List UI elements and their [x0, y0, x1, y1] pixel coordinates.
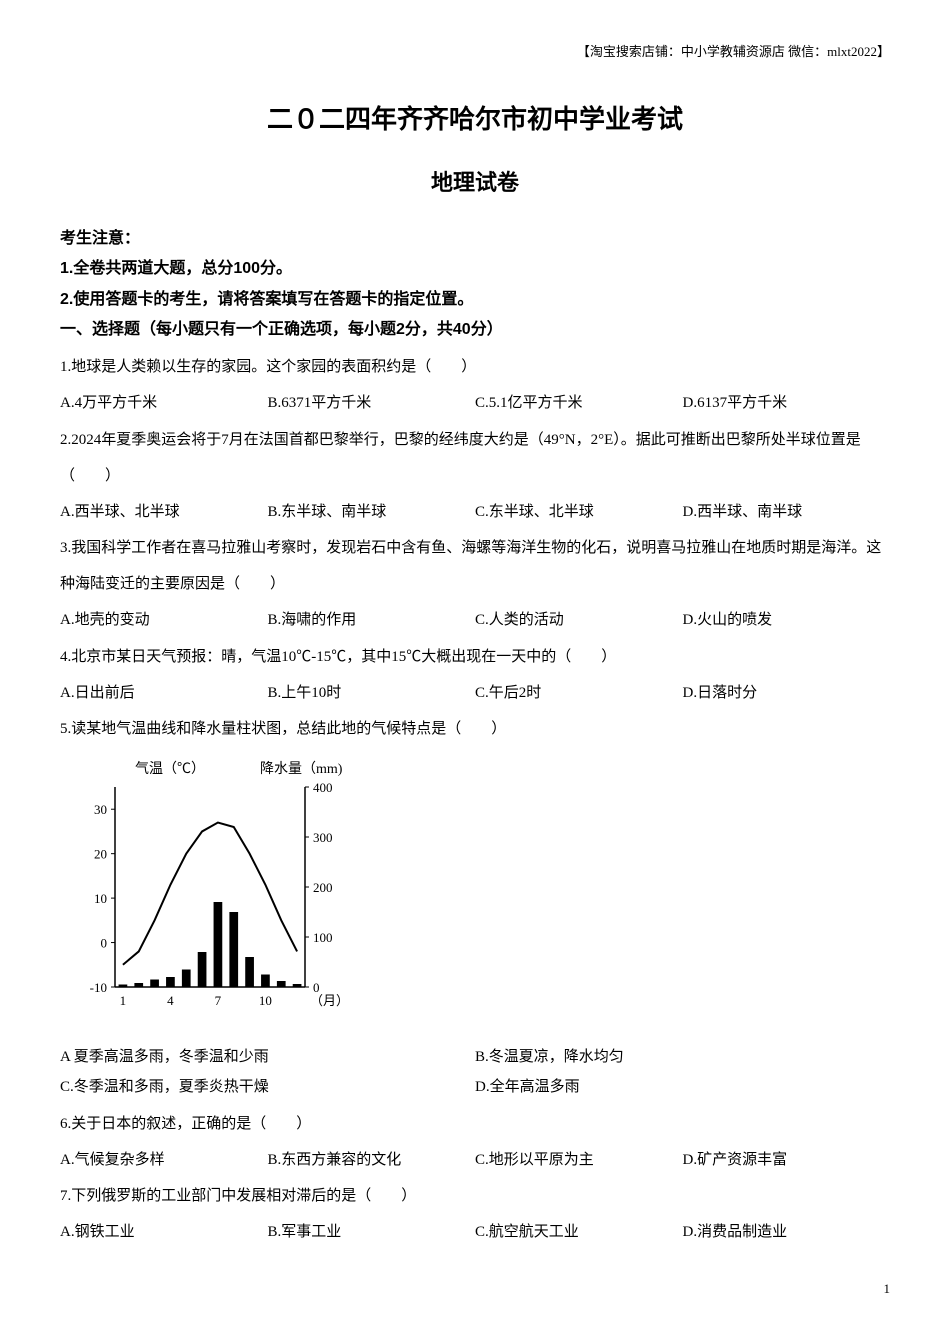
- question-7: 7.下列俄罗斯的工业部门中发展相对滞后的是（ ）: [60, 1178, 890, 1214]
- question-1: 1.地球是人类赖以生存的家园。这个家园的表面积约是（ ）: [60, 349, 890, 385]
- exam-subtitle: 地理试卷: [60, 162, 890, 204]
- q4-opt-b: B.上午10时: [268, 679, 476, 708]
- q7-opt-a: A.钢铁工业: [60, 1218, 268, 1247]
- q2-opt-a: A.西半球、北半球: [60, 498, 268, 527]
- svg-text:1: 1: [120, 993, 127, 1008]
- q4-opt-d: D.日落时分: [683, 679, 891, 708]
- notice-item-1: 1.全卷共两道大题，总分100分。: [60, 254, 890, 284]
- question-2: 2.2024年夏季奥运会将于7月在法国首都巴黎举行，巴黎的经纬度大约是（49°N…: [60, 422, 890, 494]
- question-2-options: A.西半球、北半球 B.东半球、南半球 C.东半球、北半球 D.西半球、南半球: [60, 498, 890, 527]
- svg-text:10: 10: [259, 993, 272, 1008]
- q6-opt-b: B.东西方兼容的文化: [268, 1146, 476, 1175]
- svg-text:10: 10: [94, 892, 107, 907]
- q3-opt-c: C.人类的活动: [475, 606, 683, 635]
- question-5: 5.读某地气温曲线和降水量柱状图，总结此地的气候特点是（ ）: [60, 711, 890, 747]
- svg-text:30: 30: [94, 803, 107, 818]
- svg-text:400: 400: [313, 780, 333, 795]
- question-4-options: A.日出前后 B.上午10时 C.午后2时 D.日落时分: [60, 679, 890, 708]
- q6-opt-a: A.气候复杂多样: [60, 1146, 268, 1175]
- q3-opt-a: A.地壳的变动: [60, 606, 268, 635]
- exam-title: 二０二四年齐齐哈尔市初中学业考试: [60, 95, 890, 144]
- svg-text:300: 300: [313, 830, 333, 845]
- svg-text:7: 7: [215, 993, 222, 1008]
- q5-opt-b: B.冬温夏凉，降水均匀: [475, 1043, 890, 1072]
- q5-opt-d: D.全年高温多雨: [475, 1073, 890, 1102]
- svg-text:降水量（mm): 降水量（mm): [260, 761, 343, 777]
- svg-text:4: 4: [167, 993, 174, 1008]
- question-6-options: A.气候复杂多样 B.东西方兼容的文化 C.地形以平原为主 D.矿产资源丰富: [60, 1146, 890, 1175]
- svg-text:（月）: （月）: [310, 993, 349, 1008]
- question-4: 4.北京市某日天气预报：晴，气温10℃-15℃，其中15℃大概出现在一天中的（ …: [60, 639, 890, 675]
- q6-opt-d: D.矿产资源丰富: [683, 1146, 891, 1175]
- q5-opt-c: C.冬季温和多雨，夏季炎热干燥: [60, 1073, 475, 1102]
- svg-text:-10: -10: [90, 980, 107, 995]
- q2-opt-b: B.东半球、南半球: [268, 498, 476, 527]
- q1-opt-c: C.5.1亿平方千米: [475, 389, 683, 418]
- question-5-options-row2: C.冬季温和多雨，夏季炎热干燥 D.全年高温多雨: [60, 1073, 890, 1102]
- q4-opt-c: C.午后2时: [475, 679, 683, 708]
- q4-opt-a: A.日出前后: [60, 679, 268, 708]
- notice-item-2: 2.使用答题卡的考生，请将答案填写在答题卡的指定位置。: [60, 285, 890, 315]
- q3-opt-d: D.火山的喷发: [683, 606, 891, 635]
- header-note: 【淘宝搜索店铺：中小学教辅资源店 微信：mlxt2022】: [60, 40, 890, 65]
- question-3-options: A.地壳的变动 B.海啸的作用 C.人类的活动 D.火山的喷发: [60, 606, 890, 635]
- svg-text:200: 200: [313, 880, 333, 895]
- q1-opt-d: D.6137平方千米: [683, 389, 891, 418]
- climate-chart: 气温（℃）降水量（mm)-100102030010020030040014710…: [70, 757, 890, 1028]
- question-6: 6.关于日本的叙述，正确的是（ ）: [60, 1106, 890, 1142]
- svg-text:0: 0: [101, 936, 108, 951]
- q7-opt-b: B.军事工业: [268, 1218, 476, 1247]
- q3-opt-b: B.海啸的作用: [268, 606, 476, 635]
- q5-opt-a: A 夏季高温多雨，冬季温和少雨: [60, 1043, 475, 1072]
- q1-opt-b: B.6371平方千米: [268, 389, 476, 418]
- q2-opt-d: D.西半球、南半球: [683, 498, 891, 527]
- q2-opt-c: C.东半球、北半球: [475, 498, 683, 527]
- svg-text:100: 100: [313, 930, 333, 945]
- notice-title: 考生注意：: [60, 224, 890, 254]
- question-3: 3.我国科学工作者在喜马拉雅山考察时，发现岩石中含有鱼、海螺等海洋生物的化石，说…: [60, 530, 890, 602]
- q1-opt-a: A.4万平方千米: [60, 389, 268, 418]
- q7-opt-c: C.航空航天工业: [475, 1218, 683, 1247]
- question-5-options-row1: A 夏季高温多雨，冬季温和少雨 B.冬温夏凉，降水均匀: [60, 1043, 890, 1072]
- question-7-options: A.钢铁工业 B.军事工业 C.航空航天工业 D.消费品制造业: [60, 1218, 890, 1247]
- svg-text:气温（℃）: 气温（℃）: [135, 761, 205, 777]
- page-number: 1: [60, 1277, 890, 1302]
- q7-opt-d: D.消费品制造业: [683, 1218, 891, 1247]
- section-1-title: 一、选择题（每小题只有一个正确选项，每小题2分，共40分）: [60, 315, 890, 345]
- question-1-options: A.4万平方千米 B.6371平方千米 C.5.1亿平方千米 D.6137平方千…: [60, 389, 890, 418]
- svg-text:20: 20: [94, 847, 107, 862]
- q6-opt-c: C.地形以平原为主: [475, 1146, 683, 1175]
